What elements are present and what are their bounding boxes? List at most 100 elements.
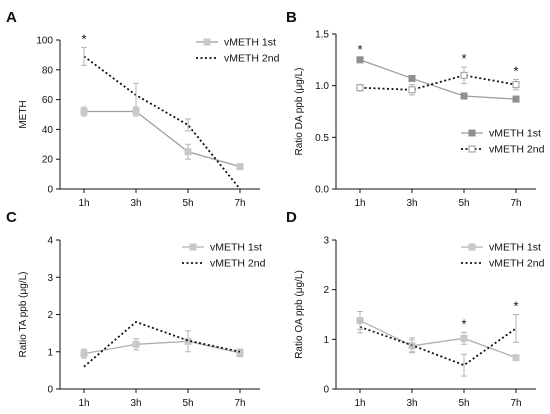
series-2nd [356, 66, 520, 96]
y-tick-label: 1 [47, 347, 53, 358]
data-point [356, 84, 364, 92]
panel-label: B [286, 9, 297, 26]
data-point [236, 349, 244, 357]
x-tick-label: 7h [234, 198, 245, 209]
x-tick-label: 7h [234, 398, 245, 409]
legend-marker [189, 243, 197, 251]
x-tick-label: 1h [354, 398, 365, 409]
legend-label: vMETH 2nd [224, 53, 280, 65]
y-axis-label: Ratio TA ppb (μg/L) [18, 272, 29, 358]
legend-item-2nd: vMETH 2nd [461, 144, 545, 156]
legend-marker [468, 129, 476, 137]
x-tick-label: 5h [182, 198, 193, 209]
data-point [80, 350, 88, 358]
y-tick-label: 0.0 [315, 185, 329, 196]
y-tick-label: 3 [47, 273, 53, 284]
series-1st [80, 106, 244, 171]
y-tick-label: 100 [36, 36, 53, 47]
data-point [236, 163, 244, 171]
x-tick-label: 7h [510, 398, 521, 409]
legend-item-1st: vMETH 1st [182, 242, 262, 254]
panel-label: C [6, 209, 17, 226]
data-point [356, 56, 364, 64]
y-tick-label: 0.5 [315, 133, 329, 144]
data-point [408, 86, 416, 94]
y-axis-label: METH [18, 100, 29, 128]
data-point [460, 71, 468, 79]
legend-label: vMETH 2nd [210, 258, 266, 270]
legend-item-2nd: vMETH 2nd [461, 258, 545, 270]
series-line [83, 340, 241, 355]
y-tick-label: 4 [47, 236, 53, 247]
data-point [132, 340, 140, 348]
legend-item-1st: vMETH 1st [461, 128, 541, 140]
data-point [512, 354, 520, 362]
data-point [80, 108, 88, 116]
y-tick-label: 60 [42, 95, 54, 106]
x-tick-label: 1h [354, 198, 365, 209]
series-line [84, 110, 241, 168]
x-tick-label: 3h [130, 398, 141, 409]
chart-panel-b: B 0.0 0.5 1.0 1.5 1h 3h 5h 7h Ratio DA ppb (μg/L)… [286, 9, 545, 209]
chart-panel-d: D 0 1 2 3 1h 3h 5h 7h Ratio OA ppb (μg/L) * * vMETH … [286, 209, 545, 409]
x-tick-label: 1h [78, 198, 89, 209]
legend-label: vMETH 1st [210, 242, 262, 254]
series-line [359, 326, 517, 367]
y-tick-label: 20 [42, 155, 54, 166]
y-tick-label: 1.5 [315, 30, 329, 41]
legend-marker [468, 145, 476, 153]
data-point [184, 337, 192, 345]
series-line [83, 55, 241, 190]
y-tick-label: 0 [47, 385, 53, 396]
x-tick-label: 7h [510, 198, 521, 209]
y-tick-label: 80 [42, 65, 54, 76]
legend-item-1st: vMETH 1st [196, 37, 276, 49]
significance-star: * [81, 31, 86, 46]
data-point [512, 95, 520, 103]
data-point [408, 74, 416, 82]
y-tick-label: 40 [42, 125, 54, 136]
series-1st [80, 330, 244, 359]
legend-item-2nd: vMETH 2nd [182, 258, 266, 270]
data-point [184, 148, 192, 156]
legend-label: vMETH 2nd [489, 258, 545, 270]
series-2nd [357, 314, 519, 377]
x-tick-label: 1h [78, 398, 89, 409]
legend-label: vMETH 1st [489, 242, 541, 254]
series-line [359, 59, 517, 100]
y-tick-label: 1.0 [315, 81, 329, 92]
y-tick-label: 3 [323, 236, 329, 247]
x-tick-label: 5h [458, 198, 469, 209]
x-tick-label: 3h [130, 198, 141, 209]
series-2nd [81, 46, 241, 190]
significance-star: * [357, 42, 362, 57]
series-1st [356, 56, 520, 103]
y-axis-label: Ratio OA ppb (μg/L) [294, 270, 305, 359]
y-tick-label: 0 [47, 185, 53, 196]
panel-label: D [286, 209, 297, 226]
x-tick-label: 5h [182, 398, 193, 409]
legend-item-2nd: vMETH 2nd [196, 53, 280, 65]
chart-panel-a: A 0 20 40 60 80 100 1h 3h 5h 7h METH * vMETH 1st vMETH… [6, 9, 280, 209]
y-tick-label: 2 [323, 285, 329, 296]
series-2nd [83, 320, 241, 368]
data-point [460, 334, 468, 342]
legend-marker [468, 243, 476, 251]
data-point [512, 81, 520, 89]
legend-item-1st: vMETH 1st [461, 242, 541, 254]
series-1st [356, 311, 520, 362]
data-point [132, 108, 140, 116]
significance-star: * [513, 63, 518, 78]
x-tick-label: 5h [458, 398, 469, 409]
y-tick-label: 0 [323, 385, 329, 396]
series-line [83, 320, 241, 368]
chart-panel-c: C 0 1 2 3 4 1h 3h 5h 7h Ratio TA ppb (μg/L) vMETH 1… [6, 209, 266, 409]
x-tick-label: 3h [406, 198, 417, 209]
legend-label: vMETH 1st [224, 37, 276, 49]
legend-marker [203, 38, 211, 46]
panel-label: A [6, 9, 17, 26]
series-line [359, 319, 517, 359]
y-tick-label: 2 [47, 310, 53, 321]
significance-star: * [513, 299, 518, 314]
